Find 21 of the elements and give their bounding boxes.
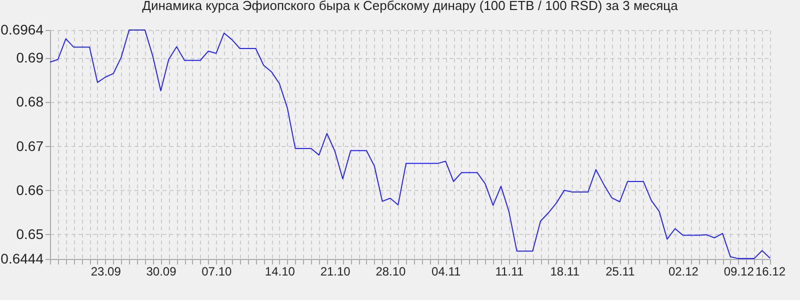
x-tick-label: 25.11 (606, 264, 636, 278)
x-tick-label: 11.11 (495, 264, 524, 278)
y-tick-label: 0.68 (16, 94, 44, 110)
y-tick-label: 0.6964 (0, 22, 44, 38)
x-tick-label: 14.10 (264, 264, 296, 278)
x-tick-label: 18.11 (550, 264, 580, 278)
x-tick-label: 09.12 (724, 264, 754, 278)
x-tick-label: 16.12 (755, 264, 786, 278)
x-tick-label: 21.10 (320, 264, 351, 278)
x-tick-label: 23.09 (90, 264, 122, 278)
chart-title: Динамика курса Эфиопского быра к Сербскому динару (100 ETB / 100 RSD) за 3 месяца (142, 0, 679, 13)
x-tick-label: 30.09 (146, 264, 177, 278)
x-tick-label: 04.11 (432, 264, 461, 278)
x-tick-label: 07.10 (202, 264, 232, 278)
y-tick-label: 0.67 (16, 138, 44, 154)
y-tick-label: 0.66 (16, 182, 44, 198)
y-tick-label: 0.69 (16, 50, 44, 66)
y-tick-label: 0.65 (16, 226, 44, 242)
y-tick-label: 0.6444 (0, 250, 44, 266)
x-tick-label: 02.12 (668, 264, 699, 278)
x-tick-label: 28.10 (376, 264, 406, 278)
